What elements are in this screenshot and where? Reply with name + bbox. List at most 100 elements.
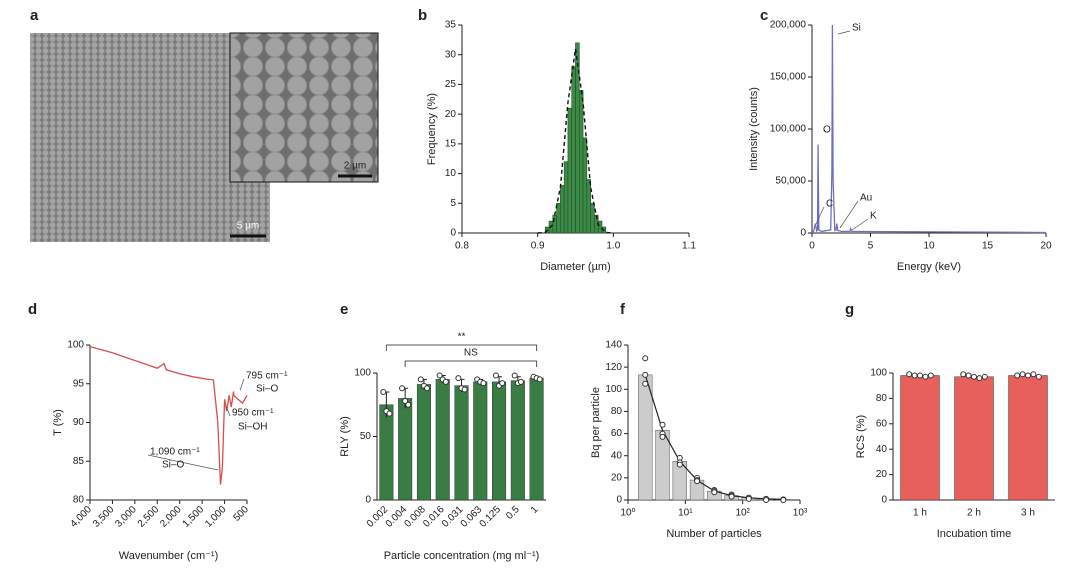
x-tick-label: 1 (529, 504, 541, 516)
y-tick-label: 50,000 (775, 176, 806, 187)
x-tick-label: 1 h (913, 508, 927, 519)
x-tick-label: 5 (868, 241, 874, 252)
significance-label: ** (458, 332, 466, 343)
y-tick-label: 15 (445, 138, 457, 149)
bar (571, 66, 576, 234)
data-point (976, 375, 983, 382)
bar (454, 385, 469, 501)
y-tick-label: 20 (611, 472, 623, 483)
annotation: C (826, 199, 833, 210)
data-point (1014, 372, 1021, 379)
y-tick-label: 0 (800, 228, 806, 239)
bar (578, 90, 584, 234)
data-point (461, 386, 468, 393)
significance-bracket (404, 360, 538, 367)
y-tick-label: 0 (616, 495, 622, 506)
y-tick-label: 80 (876, 393, 888, 404)
y-tick-label: 140 (605, 340, 622, 351)
data-point (417, 376, 424, 383)
annotation-leader (839, 200, 859, 229)
x-tick-label: 3 h (1021, 508, 1035, 519)
bar (552, 214, 557, 234)
bar (954, 376, 994, 501)
data-point (965, 372, 972, 379)
x-tick-label: 10² (735, 508, 750, 519)
y-tick-label: 85 (73, 456, 85, 467)
y-tick-label: 35 (445, 20, 457, 31)
bar (590, 202, 595, 234)
panel-label: f (620, 301, 626, 318)
data-point (1019, 371, 1026, 378)
y-tick-label: 60 (876, 418, 888, 429)
significance-label: NS (464, 348, 478, 359)
x-axis-label: Wavenumber (cm⁻¹) (119, 550, 219, 562)
panel-label: d (28, 301, 37, 318)
y-tick-label: 100 (870, 368, 887, 379)
data-point (922, 373, 929, 380)
sem-inset (229, 32, 379, 183)
y-tick-label: 5 (450, 198, 456, 209)
line (811, 24, 1047, 234)
x-tick-label: 4,000 (69, 504, 95, 530)
data-point (405, 401, 412, 408)
x-tick-label: 500 (231, 504, 251, 524)
y-tick-label: 25 (445, 79, 457, 90)
data-point (436, 372, 443, 379)
data-point (536, 376, 543, 383)
annotation: O (823, 125, 831, 136)
data-point (1035, 373, 1042, 380)
data-point (517, 378, 524, 385)
x-tick-label: 0.8 (455, 241, 469, 252)
data-point (780, 497, 787, 503)
y-tick-label: 90 (73, 417, 85, 428)
data-point (442, 378, 449, 385)
y-tick-label: 40 (876, 444, 888, 455)
data-point (917, 372, 923, 379)
bar (586, 179, 591, 234)
bar (529, 377, 544, 501)
annotation: Si–O (256, 384, 278, 395)
data-point (642, 355, 649, 362)
annotation-leader (225, 405, 231, 417)
y-tick-label: 100,000 (770, 124, 807, 135)
bar (582, 137, 588, 234)
y-axis-label: RLY (%) (339, 416, 351, 457)
y-tick-label: 20 (876, 469, 888, 480)
bar (597, 220, 603, 234)
significance-bracket (385, 344, 538, 351)
x-tick-label: 1,500 (181, 504, 207, 530)
x-tick-label: 1.0 (606, 241, 620, 252)
y-tick-label: 100 (605, 384, 622, 395)
annotation: Si (852, 23, 861, 34)
x-tick-label: 10 (923, 241, 935, 252)
data-point (745, 495, 752, 502)
y-tick-label: 30 (445, 49, 457, 60)
panel-label: a (30, 7, 39, 24)
data-point (511, 372, 518, 379)
y-tick-label: 10 (445, 168, 457, 179)
x-tick-label: 0.125 (478, 504, 504, 530)
data-point (927, 372, 934, 379)
data-point (971, 373, 977, 380)
data-point (399, 385, 406, 392)
y-axis-label: T (%) (52, 409, 64, 436)
data-point (676, 461, 683, 468)
x-axis-label: Diameter (µm) (540, 261, 611, 273)
data-point (906, 371, 913, 378)
y-tick-label: 150,000 (770, 72, 807, 83)
data-point (642, 371, 649, 378)
y-tick-label: 50 (360, 431, 372, 442)
annotation: 795 cm⁻¹ (246, 371, 288, 382)
y-tick-label: 0 (450, 228, 456, 239)
y-axis-label: RCS (%) (855, 415, 867, 458)
bar (655, 430, 670, 501)
annotation-leader (239, 378, 245, 391)
x-tick-label: 20 (1040, 241, 1052, 252)
inset-scale-bar-label: 2 µm (344, 161, 366, 172)
annotation: K (870, 211, 877, 222)
y-tick-label: 95 (73, 378, 85, 389)
data-point (960, 371, 967, 378)
y-axis-label: Bq per particle (590, 387, 602, 458)
y-tick-label: 0 (881, 495, 887, 506)
